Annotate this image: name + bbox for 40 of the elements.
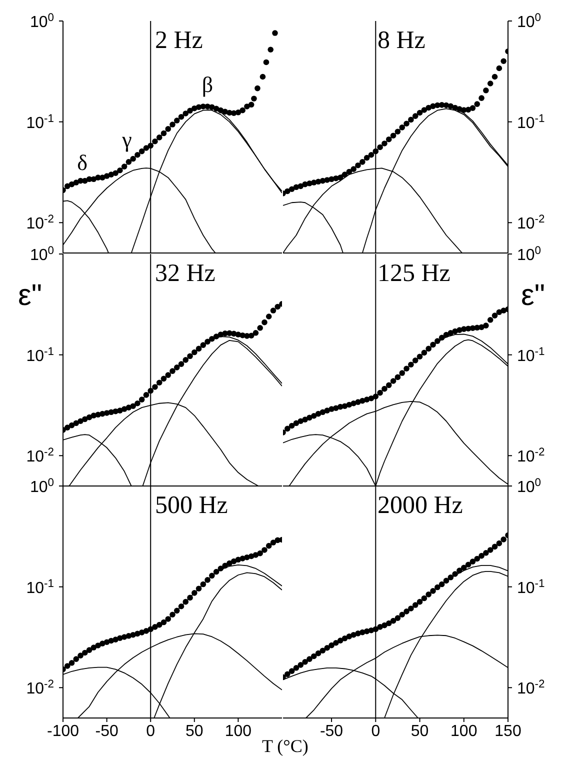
y-tick-label: 10$^{-2}$ bbox=[26, 678, 54, 698]
y-tick-label: 10$^{-2}$ bbox=[517, 214, 545, 233]
y-tick-label: 10$^{-2}$ bbox=[26, 446, 54, 466]
chart-title: 125 Hz bbox=[378, 260, 450, 288]
y-tick-label: 10$^{-1}$ bbox=[517, 578, 545, 597]
x-tick-label: 100 bbox=[450, 723, 478, 740]
y-tick-label: 10$^{-2}$ bbox=[517, 446, 545, 466]
chart-title: 500 Hz bbox=[154, 492, 228, 520]
x-tick-label: 0 bbox=[371, 723, 380, 740]
y-tick-label: 10$^{-1}$ bbox=[26, 345, 54, 364]
y-tick-label: 10$^{0}$ bbox=[30, 244, 54, 264]
chart-title: 2 Hz bbox=[154, 27, 203, 55]
y-tick-label: 10$^{-1}$ bbox=[26, 112, 54, 132]
x-tick-label: -50 bbox=[320, 723, 344, 740]
y-tick-label: 10$^{-2}$ bbox=[26, 214, 54, 233]
chart-title: 8 Hz bbox=[378, 27, 426, 55]
chart-title: 32 Hz bbox=[154, 260, 216, 288]
annotation: β bbox=[202, 72, 214, 98]
x-tick-label: 50 bbox=[410, 723, 429, 740]
x-axis-title: T (°C) bbox=[262, 736, 308, 756]
x-tick-label: 50 bbox=[186, 723, 204, 740]
y-tick-label: 10$^{-2}$ bbox=[517, 678, 545, 698]
y-axis-title: ε" bbox=[521, 278, 546, 312]
y-tick-label: 10$^{0}$ bbox=[30, 12, 54, 31]
y-tick-label: 10$^{0}$ bbox=[517, 244, 542, 264]
x-tick-label: -100 bbox=[46, 723, 80, 740]
x-tick-label: 0 bbox=[146, 723, 156, 740]
y-tick-label: 10$^{0}$ bbox=[517, 12, 542, 31]
chart-title: 2000 Hz bbox=[378, 492, 463, 520]
y-tick-label: 10$^{0}$ bbox=[30, 477, 54, 496]
x-tick-label: 100 bbox=[224, 723, 252, 740]
annotation: γ bbox=[122, 127, 132, 152]
y-tick-label: 10$^{0}$ bbox=[517, 477, 542, 496]
annotation: δ bbox=[77, 150, 88, 176]
y-tick-label: 10$^{-1}$ bbox=[26, 578, 54, 597]
y-tick-label: 10$^{-1}$ bbox=[517, 345, 545, 364]
x-tick-label: 150 bbox=[494, 723, 522, 740]
y-tick-label: 10$^{-1}$ bbox=[517, 112, 545, 132]
x-tick-label: -50 bbox=[95, 723, 118, 740]
y-axis-title: ε" bbox=[18, 278, 42, 312]
